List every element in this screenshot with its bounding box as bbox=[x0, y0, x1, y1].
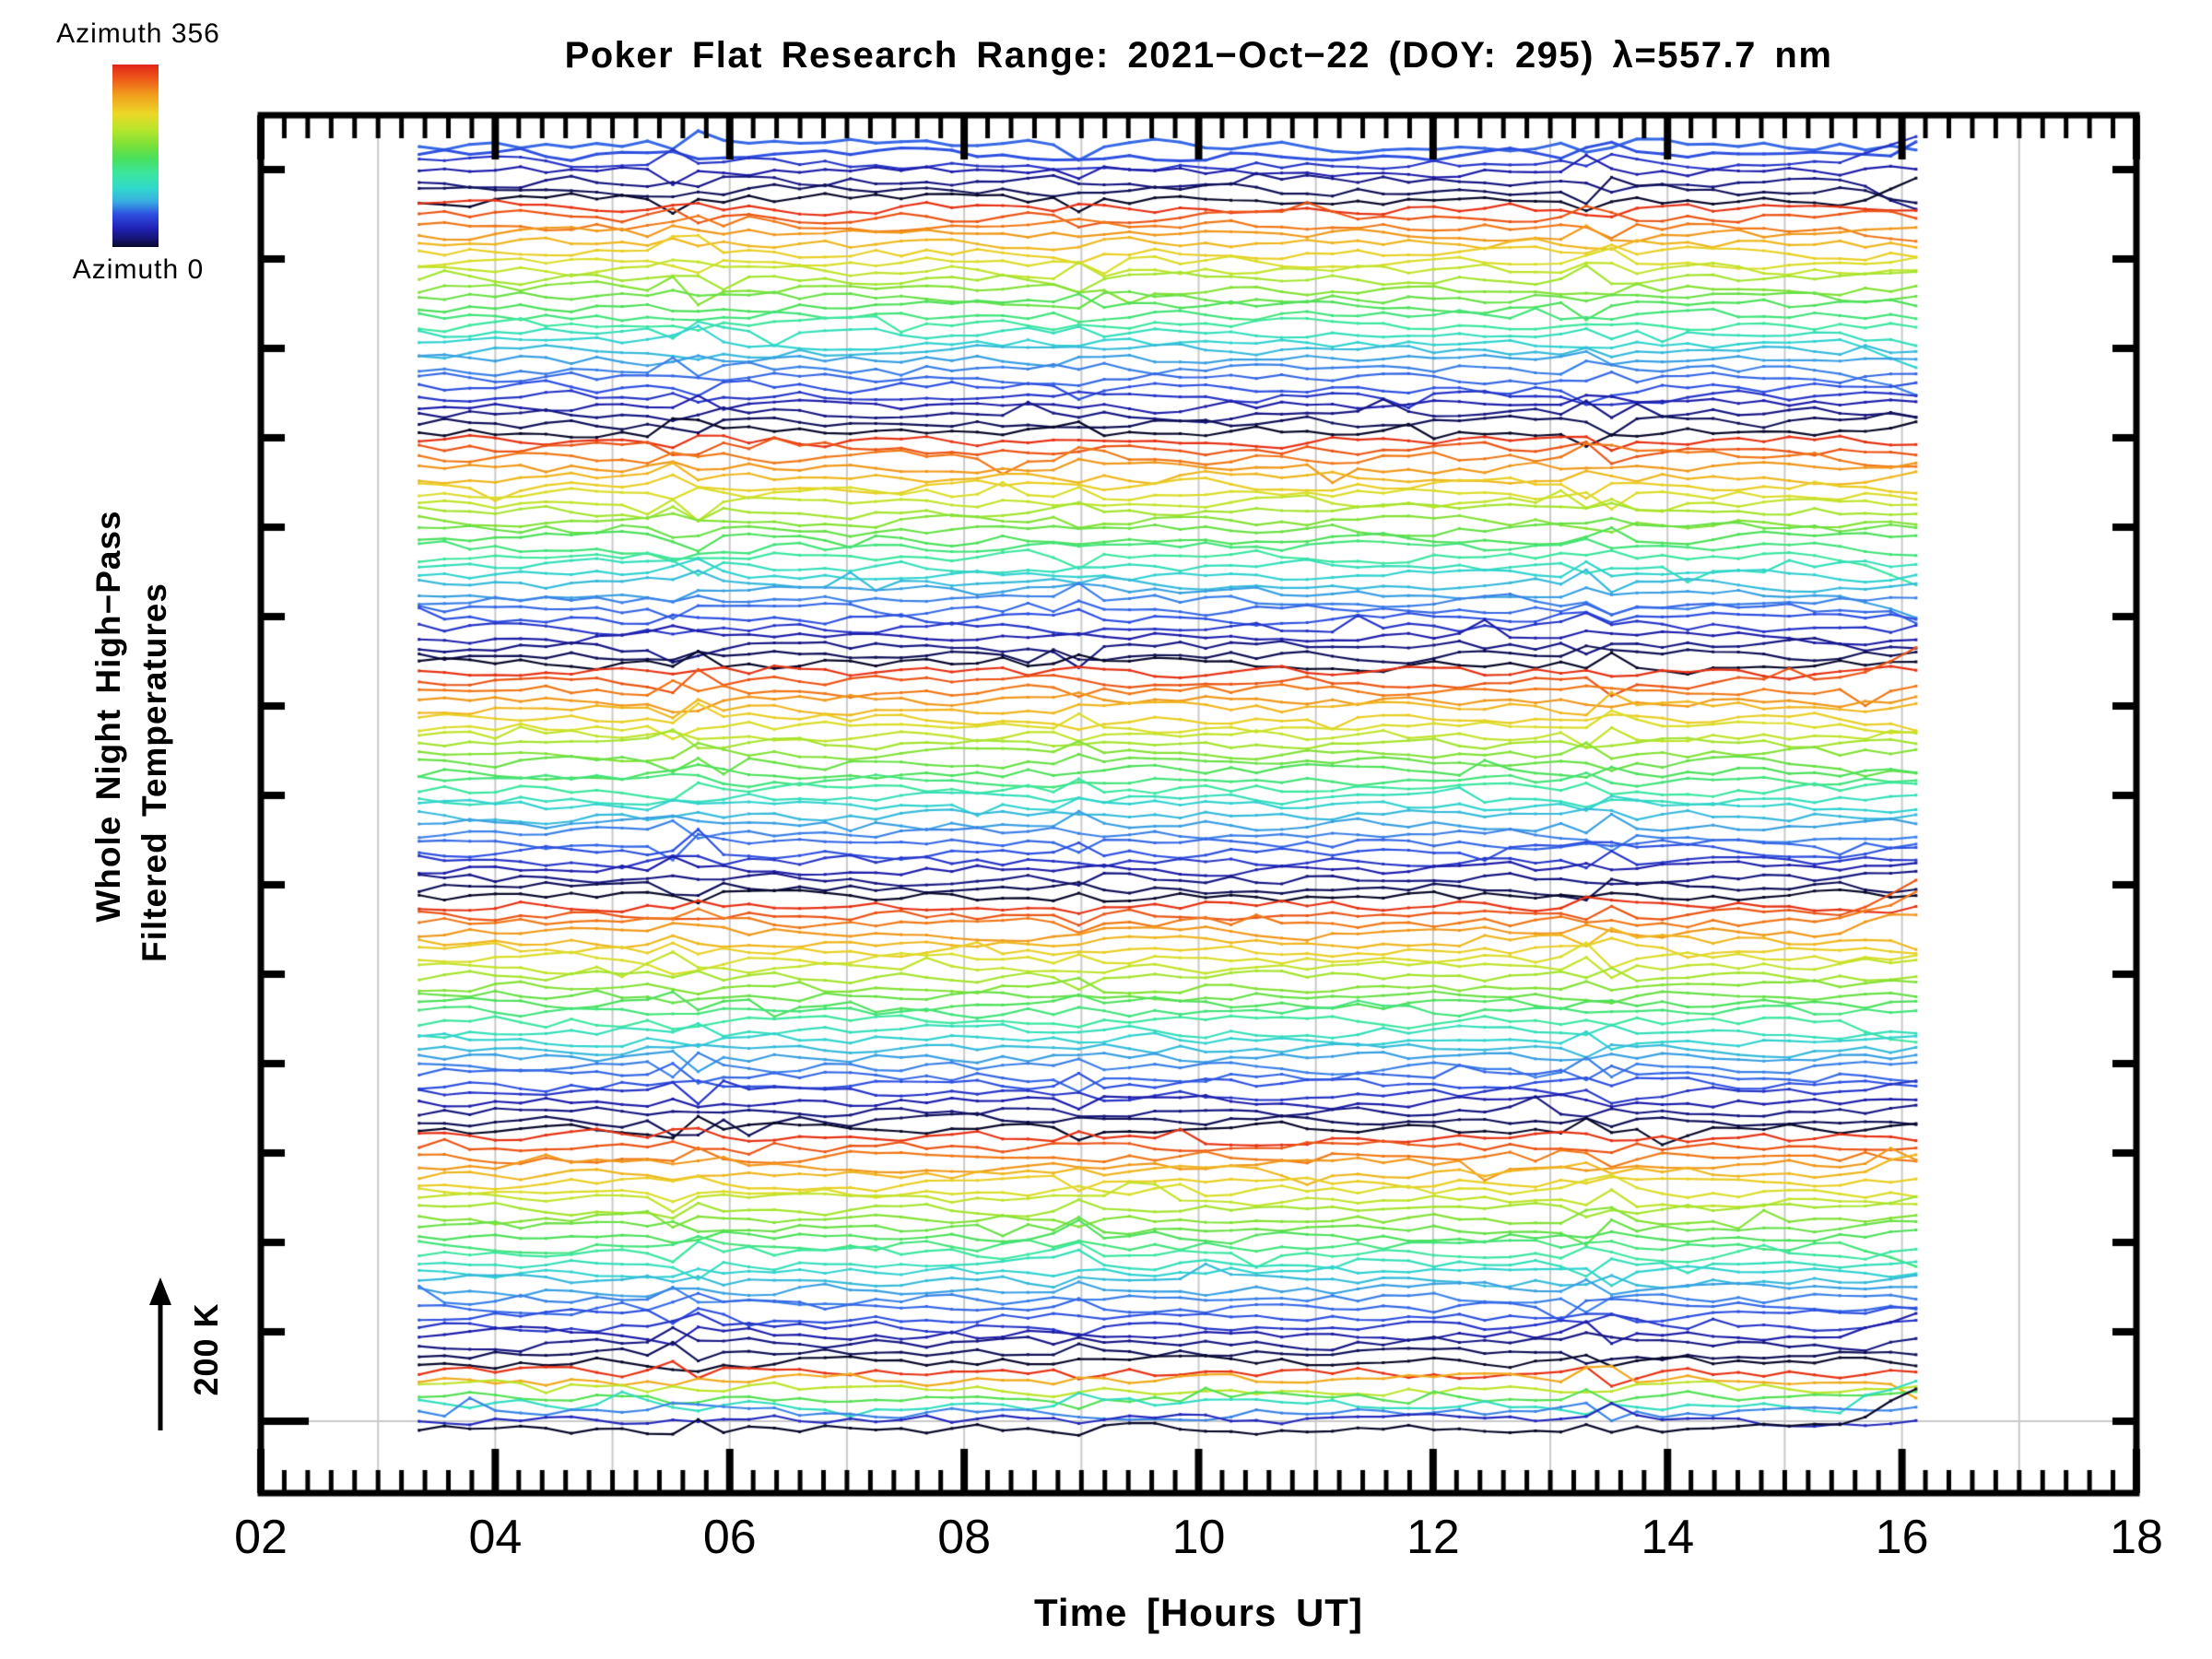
x-axis-title: Time [Hours UT] bbox=[1034, 1591, 1363, 1634]
y-axis-label-line2: Filtered Temperatures bbox=[135, 582, 173, 962]
colorbar-top-label: Azimuth 356 bbox=[56, 18, 220, 49]
x-tick-label: 06 bbox=[702, 1511, 757, 1564]
y-axis-label-line1: Whole Night High−Pass bbox=[89, 510, 127, 923]
x-tick-label: 14 bbox=[1641, 1511, 1695, 1564]
x-tick-label: 08 bbox=[937, 1511, 992, 1564]
x-tick-label: 12 bbox=[1406, 1511, 1460, 1564]
x-tick-label: 04 bbox=[468, 1511, 523, 1564]
x-tick-label: 02 bbox=[234, 1511, 288, 1564]
azimuth-colorbar-gradient bbox=[112, 65, 159, 247]
colorbar-bottom-label: Azimuth 0 bbox=[72, 254, 205, 285]
scale-arrow-label: 200 K bbox=[187, 1302, 225, 1396]
page-title: Poker Flat Research Range: 2021−Oct−22 (… bbox=[564, 35, 1833, 76]
x-tick-label: 16 bbox=[1875, 1511, 1929, 1564]
x-tick-label: 10 bbox=[1171, 1511, 1226, 1564]
scale-arrow-icon bbox=[149, 1277, 171, 1430]
x-tick-label: 18 bbox=[2110, 1511, 2163, 1564]
